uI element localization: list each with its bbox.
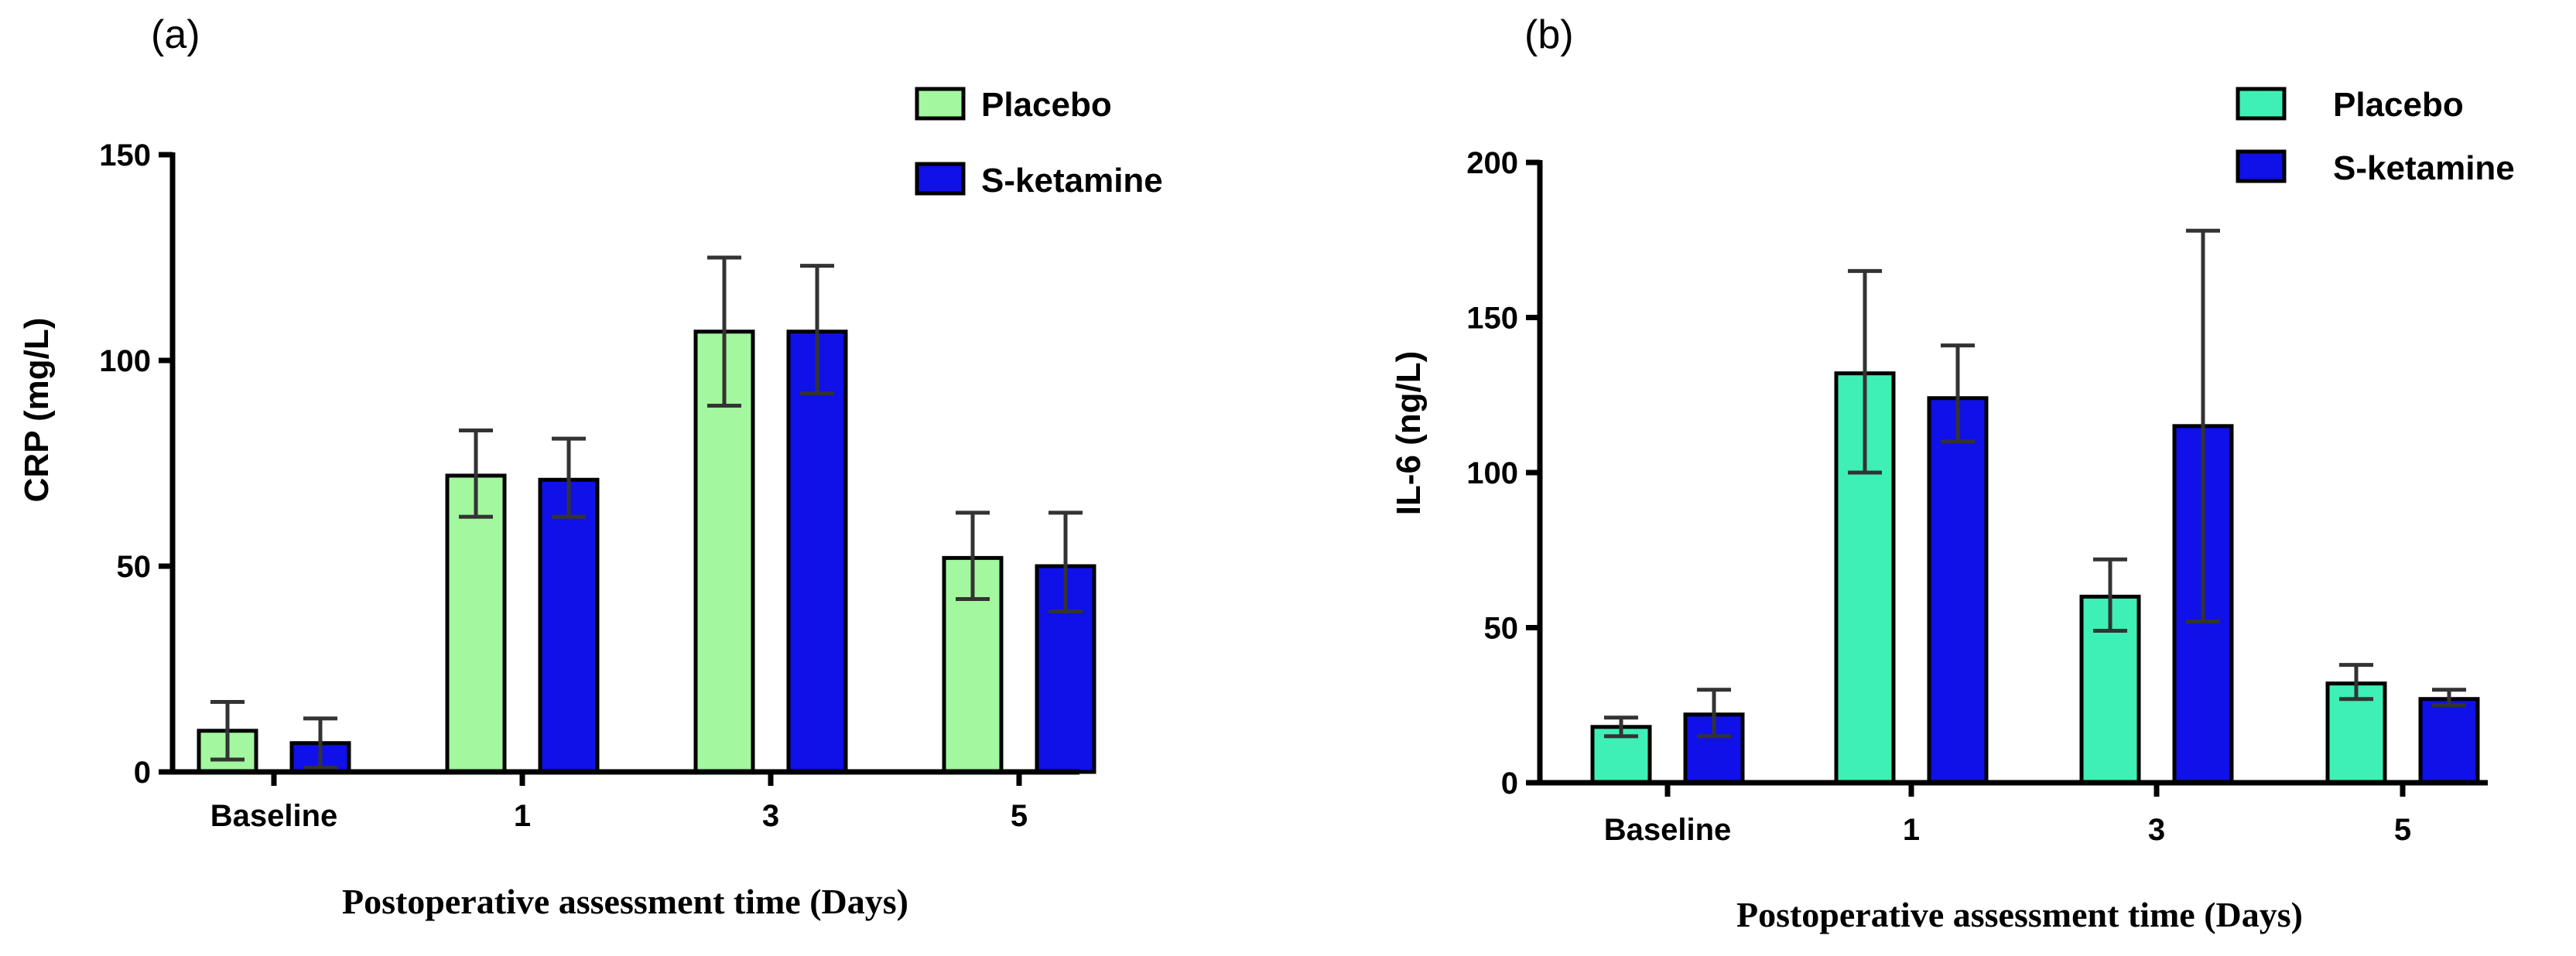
- panel-a-y-axis-title: CRP (mg/L): [18, 318, 56, 503]
- panel-b: (b) IL-6 (ng/L) Postoperative assessment…: [1390, 12, 2515, 934]
- panel-a-x-tick-label: 3: [762, 799, 779, 833]
- panel-a-bar-s-ketamine-1: [538, 477, 600, 774]
- panel-a-bar-s-ketamine-3: [786, 329, 848, 774]
- panel-b-errorbar-s-ketamine-5: [2432, 688, 2466, 708]
- panel-a-y-tick-label: 50: [117, 550, 152, 584]
- panel-a-bar-placebo-3: [693, 329, 755, 774]
- panel-a-errorbar-s-ketamine-1: [552, 436, 586, 519]
- panel-b-y-tick-label: 100: [1466, 456, 1518, 490]
- panel-a-bar-placebo-1: [445, 473, 507, 774]
- panel-a-x-tick-label: 1: [514, 799, 531, 833]
- panel-b-legend-placebo-label: Placebo: [2333, 86, 2464, 124]
- panel-b-y-tick-label: 150: [1466, 302, 1518, 336]
- panel-b-x-axis-title: Postoperative assessment time (Days): [1736, 895, 2303, 934]
- panel-a-x-axis-title: Postoperative assessment time (Days): [342, 882, 908, 921]
- panel-b-bar-s-ketamine-1: [1927, 396, 1989, 785]
- panel-b-x-tick-label: 3: [2148, 813, 2165, 847]
- panel-a-errorbar-placebo-5: [956, 510, 990, 602]
- panel-a-errorbar-placebo-3: [707, 255, 741, 408]
- panel-a-legend-s-ketamine-label: S-ketamine: [981, 162, 1163, 200]
- panel-b-label: (b): [1524, 12, 1574, 57]
- panel-a-errorbar-s-ketamine-5: [1049, 510, 1083, 614]
- panel-a-legend-s-ketamine-swatch: [915, 162, 966, 196]
- panel-b-errorbar-placebo-baseline: [1604, 715, 1638, 739]
- panel-b-errorbar-placebo-1: [1848, 268, 1882, 475]
- panel-a-x-tick-label: Baseline: [210, 799, 338, 833]
- panel-b-x-tick-label: 1: [1903, 813, 1920, 847]
- panel-b-errorbar-s-ketamine-3: [2186, 228, 2220, 623]
- panel-b-legend-placebo-swatch: [2236, 87, 2287, 121]
- panel-a-errorbar-placebo-baseline: [210, 700, 245, 762]
- panel-a-y-tick-label: 150: [99, 138, 151, 172]
- panel-a-y-tick-label: 100: [99, 344, 151, 378]
- panel-a-errorbar-s-ketamine-3: [800, 264, 834, 396]
- panel-a-errorbar-s-ketamine-baseline: [303, 716, 337, 770]
- panel-b-bar-s-ketamine-5: [2418, 697, 2480, 785]
- panel-b-y-axis-title: IL-6 (ng/L): [1390, 351, 1428, 516]
- panel-b-x-tick-label: 5: [2394, 813, 2411, 847]
- panel-b-errorbar-s-ketamine-baseline: [1697, 688, 1731, 739]
- panel-a-x-tick-label: 5: [1011, 799, 1028, 833]
- panel-a: (a) CRP (mg/L) Postoperative assessment …: [18, 12, 1163, 921]
- panel-b-legend: Placebo S-ketamine: [2236, 86, 2515, 187]
- panel-a-legend: Placebo S-ketamine: [915, 86, 1163, 200]
- panel-b-y-tick-label: 50: [1484, 612, 1519, 646]
- panel-b-y-tick-label: 200: [1466, 146, 1518, 180]
- panel-b-errorbar-placebo-5: [2339, 663, 2373, 702]
- panel-a-legend-placebo-swatch: [915, 87, 966, 121]
- panel-b-y-tick-label: 0: [1501, 767, 1518, 801]
- panel-b-legend-s-ketamine-label: S-ketamine: [2333, 149, 2515, 187]
- panel-a-legend-placebo-label: Placebo: [981, 86, 1112, 124]
- panel-a-errorbar-placebo-1: [459, 428, 493, 519]
- panel-a-label: (a): [151, 12, 200, 57]
- panel-b-x-tick-label: Baseline: [1604, 813, 1732, 847]
- panel-b-legend-s-ketamine-swatch: [2236, 149, 2287, 183]
- panel-b-errorbar-s-ketamine-1: [1941, 343, 1975, 444]
- panel-b-errorbar-placebo-3: [2093, 557, 2127, 633]
- panel-a-y-tick-label: 0: [134, 756, 151, 790]
